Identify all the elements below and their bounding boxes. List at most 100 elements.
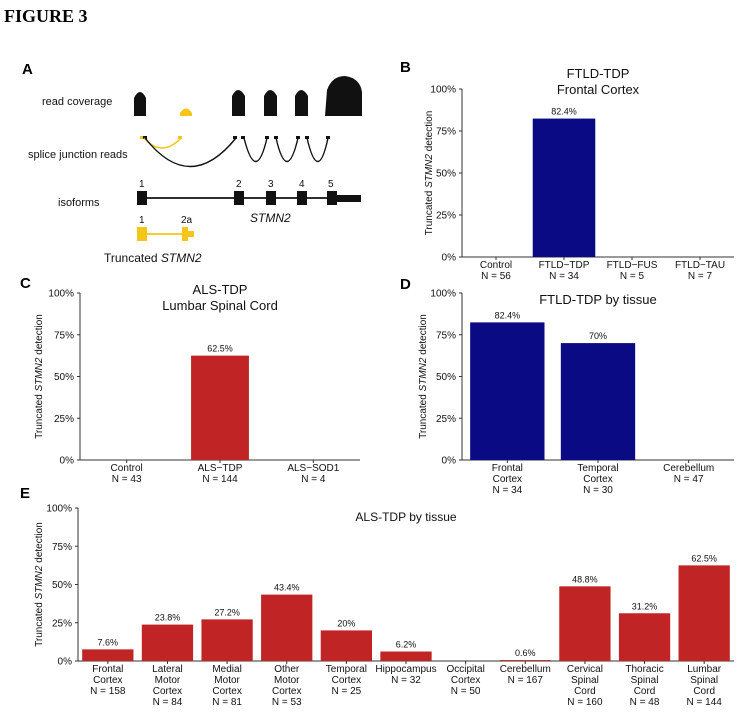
x-category-label: Lateral	[152, 664, 183, 675]
splice-junction-3-4	[275, 137, 299, 162]
y-tick-label: 100%	[430, 289, 456, 300]
chart-title: FTLD-TDP	[567, 66, 630, 81]
junction-end-mark	[296, 136, 300, 139]
coverage-peak-exon2	[232, 90, 245, 116]
bar	[499, 660, 551, 661]
x-category-label: FTLD−TDP	[539, 260, 590, 271]
y-tick-label: 0%	[60, 456, 75, 467]
x-category-label: Cortex	[493, 474, 522, 485]
splice-junction-4-5	[306, 137, 329, 162]
bar	[470, 322, 545, 460]
x-category-label: Cord	[693, 686, 715, 697]
x-n-label: N = 167	[508, 675, 544, 686]
x-n-label: N = 47	[674, 474, 704, 485]
x-n-label: N = 144	[687, 697, 723, 708]
chart-subtitle: Lumbar Spinal Cord	[162, 298, 278, 313]
bar-value-label: 6.2%	[396, 640, 417, 650]
bar-value-label: 48.8%	[572, 574, 598, 584]
exon-2-box	[234, 191, 244, 205]
x-category-label: Cord	[634, 686, 656, 697]
junction-end-mark	[265, 136, 269, 139]
x-n-label: N = 43	[112, 474, 142, 485]
x-category-label: Cord	[574, 686, 596, 697]
bar	[141, 624, 194, 661]
y-tick-label: 0%	[442, 456, 457, 467]
y-tick-label: 75%	[436, 330, 456, 341]
exon-number-1: 1	[139, 179, 145, 190]
y-tick-label: 50%	[436, 372, 456, 383]
exon-4-box	[297, 191, 307, 205]
x-category-label: FTLD−FUS	[607, 260, 658, 271]
bar-value-label: 62.5%	[207, 344, 233, 354]
y-tick-label: 25%	[436, 211, 456, 222]
exon-5-utr	[337, 195, 361, 202]
x-n-label: N = 56	[481, 271, 511, 282]
x-n-label: N = 34	[549, 271, 579, 282]
x-category-label: Cortex	[153, 686, 182, 697]
bar	[532, 118, 596, 258]
x-n-label: N = 50	[451, 686, 481, 697]
exon-number-2: 2	[236, 179, 242, 190]
panel-label-c: C	[20, 275, 31, 292]
x-category-label: Cerebellum	[500, 664, 551, 675]
x-category-label: Cortex	[212, 686, 241, 697]
x-category-label: FTLD−TAU	[675, 260, 725, 271]
junction-end-mark	[178, 136, 182, 139]
bar-value-label: 62.5%	[691, 553, 717, 563]
y-tick-label: 75%	[54, 330, 74, 341]
truncated-exon-1-box	[137, 227, 147, 241]
panel-label-e: E	[20, 485, 30, 502]
coverage-peak-exon3	[264, 90, 277, 116]
x-category-label: Motor	[274, 675, 300, 686]
splice-junction-1-2	[144, 137, 237, 168]
y-tick-label: 25%	[436, 414, 456, 425]
truncated-exon-number-1: 1	[139, 215, 145, 226]
x-category-label: Temporal	[326, 664, 367, 675]
row-label-isoforms: isoforms	[58, 197, 100, 209]
bar-value-label: 31.2%	[632, 601, 658, 611]
panel-label-a: A	[22, 61, 33, 78]
x-n-label: N = 84	[153, 697, 183, 708]
y-tick-label: 50%	[54, 372, 74, 383]
x-category-label: Occipital	[446, 664, 484, 675]
chart-title: ALS-TDP by tissue	[355, 510, 456, 524]
y-tick-label: 75%	[436, 127, 456, 138]
x-category-label: Cortex	[272, 686, 301, 697]
x-category-label: Control	[111, 463, 143, 474]
bar-value-label: 82.4%	[551, 107, 577, 117]
coverage-peak-exon1	[134, 92, 146, 116]
truncated-exon-2a-utr	[188, 231, 194, 237]
bar	[201, 619, 253, 661]
junction-end-mark	[233, 136, 237, 139]
bar	[380, 651, 432, 661]
y-axis-title: Truncated STMN2 detection	[424, 111, 435, 236]
x-category-label: Lumbar	[687, 664, 722, 675]
x-n-label: N = 5	[620, 271, 645, 282]
panel-label-b: B	[400, 59, 411, 76]
x-category-label: Cortex	[583, 474, 612, 485]
bar	[320, 630, 373, 661]
panel-label-d: D	[400, 276, 411, 293]
x-category-label: Other	[274, 664, 300, 675]
exon-5-box	[327, 191, 337, 205]
x-category-label: Cervical	[567, 664, 603, 675]
y-tick-label: 0%	[442, 253, 457, 264]
x-n-label: N = 48	[630, 697, 660, 708]
x-n-label: N = 30	[583, 485, 613, 496]
x-category-label: Frontal	[492, 463, 523, 474]
chart-title: FTLD-TDP by tissue	[539, 292, 657, 307]
coverage-peak-exon4	[295, 90, 308, 116]
x-n-label: N = 32	[391, 675, 421, 686]
bar-value-label: 20%	[337, 618, 355, 628]
bar-value-label: 7.6%	[98, 637, 119, 647]
x-category-label: ALS−TDP	[198, 463, 243, 474]
y-tick-label: 25%	[54, 414, 74, 425]
junction-end-mark	[326, 136, 330, 139]
exon-number-3: 3	[268, 179, 274, 190]
x-category-label: Frontal	[92, 664, 123, 675]
x-category-label: Spinal	[631, 675, 659, 686]
bar	[261, 594, 313, 661]
x-n-label: N = 7	[688, 271, 713, 282]
x-n-label: N = 34	[492, 485, 522, 496]
